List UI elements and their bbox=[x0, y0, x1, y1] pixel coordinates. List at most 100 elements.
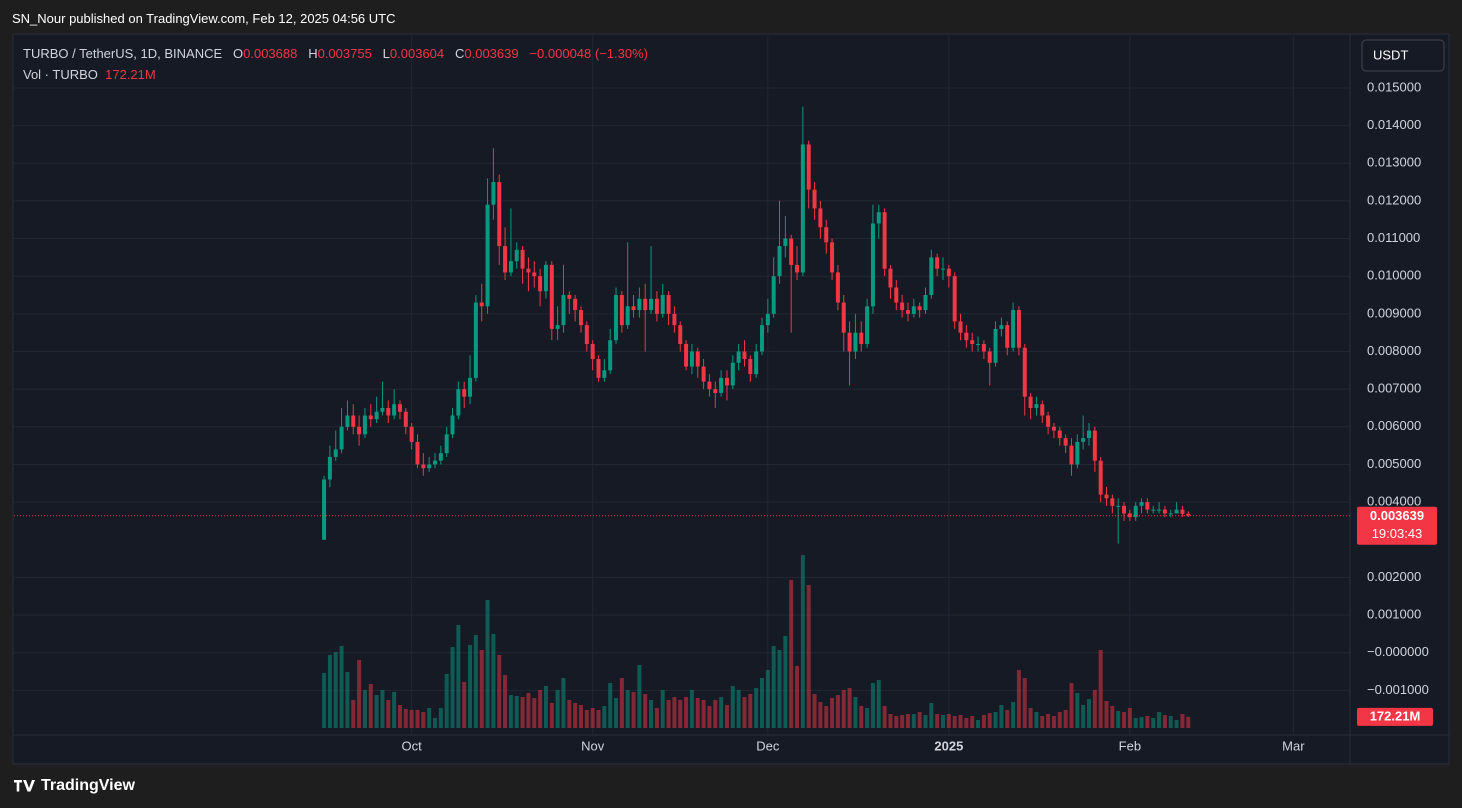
publisher: SN_Nour published on TradingView.com, Fe… bbox=[12, 11, 396, 26]
candle-body bbox=[1104, 494, 1109, 499]
candle-body bbox=[678, 325, 683, 344]
candle-body bbox=[1086, 430, 1091, 439]
candle-body bbox=[479, 302, 484, 307]
candle-body bbox=[789, 238, 794, 265]
volume-bar bbox=[491, 633, 496, 728]
volume-bar bbox=[322, 672, 327, 728]
volume-bar bbox=[590, 708, 595, 728]
volume-bar bbox=[427, 708, 432, 728]
volume-bar bbox=[672, 697, 677, 728]
last-price: 0.003639 bbox=[1370, 508, 1424, 523]
volume-bar bbox=[719, 697, 724, 728]
candle-body bbox=[456, 389, 461, 416]
volume-bar bbox=[386, 699, 391, 728]
candle-body bbox=[713, 389, 718, 393]
candle-body bbox=[473, 302, 478, 378]
currency-button[interactable] bbox=[1361, 39, 1445, 72]
volume-bar bbox=[923, 715, 928, 728]
y-tick-label: 0.011000 bbox=[1367, 230, 1420, 245]
volume-bar bbox=[870, 683, 875, 728]
candle-body bbox=[1069, 445, 1074, 465]
volume-bar bbox=[1157, 711, 1162, 728]
volume-bar bbox=[1162, 715, 1167, 728]
candle-body bbox=[584, 325, 589, 344]
volume-bar bbox=[905, 713, 910, 728]
x-tick-label: Oct bbox=[402, 738, 423, 753]
candle-body bbox=[719, 377, 724, 393]
volume-bar bbox=[1040, 715, 1045, 728]
candle-body bbox=[894, 287, 899, 303]
y-tick-label: 0.012000 bbox=[1367, 192, 1421, 207]
volume-bar bbox=[561, 677, 566, 728]
candle-body bbox=[567, 295, 572, 299]
candle-body bbox=[1122, 505, 1127, 514]
volume-value: 172.21M bbox=[105, 67, 156, 82]
volume-bar bbox=[1145, 715, 1150, 728]
candle-body bbox=[339, 426, 344, 450]
candle-body bbox=[625, 306, 630, 326]
volume-bar bbox=[584, 710, 589, 728]
candle-body bbox=[333, 449, 338, 457]
candle-body bbox=[1011, 310, 1016, 348]
volume-bar bbox=[911, 713, 916, 728]
currency[interactable]: USDT bbox=[1373, 47, 1408, 62]
candle-body bbox=[1081, 438, 1086, 442]
candle-body bbox=[649, 298, 654, 311]
candle-body bbox=[345, 415, 350, 427]
candle-body bbox=[730, 362, 735, 386]
volume-bar bbox=[759, 677, 764, 728]
candle-body bbox=[1092, 430, 1097, 461]
candle-body bbox=[1168, 513, 1173, 515]
candle-body bbox=[847, 332, 852, 352]
candle-body bbox=[1057, 430, 1062, 439]
volume-bar bbox=[888, 713, 893, 728]
candle-body bbox=[631, 306, 636, 311]
candle-body bbox=[876, 212, 881, 224]
volume-bar bbox=[649, 699, 654, 728]
candle-body bbox=[806, 144, 811, 190]
volume-bar bbox=[468, 645, 473, 728]
volume-bar bbox=[701, 699, 706, 728]
candle-body bbox=[415, 441, 420, 465]
volume-bar bbox=[876, 679, 881, 728]
volume-bar bbox=[433, 717, 438, 728]
volume-tag bbox=[1357, 707, 1433, 726]
volume-bar bbox=[380, 690, 385, 728]
candle-body bbox=[327, 456, 332, 480]
candle-body bbox=[549, 264, 554, 329]
candle-body bbox=[993, 328, 998, 363]
volume-bar bbox=[450, 647, 455, 728]
logo-icon bbox=[13, 780, 35, 792]
volume-bar bbox=[835, 695, 840, 728]
candle-body bbox=[462, 389, 467, 397]
volume-bar bbox=[1116, 710, 1121, 728]
candle-body bbox=[578, 310, 583, 326]
candle-body bbox=[795, 264, 800, 273]
candle-body bbox=[888, 268, 893, 288]
x-tick-label: Dec bbox=[756, 738, 780, 753]
volume-bar bbox=[1174, 720, 1179, 728]
candle-body bbox=[374, 411, 379, 420]
volume-bar bbox=[742, 697, 747, 728]
volume-bar bbox=[1069, 683, 1074, 728]
y-tick-label: 0.009000 bbox=[1367, 305, 1421, 320]
countdown: 19:03:43 bbox=[1372, 526, 1423, 541]
candle-body bbox=[362, 415, 367, 435]
volume-bar bbox=[415, 710, 420, 728]
volume-bar bbox=[485, 599, 490, 728]
volume-bar bbox=[1086, 699, 1091, 728]
volume-bar bbox=[503, 674, 508, 728]
volume-bar bbox=[532, 697, 537, 728]
candle-body bbox=[754, 351, 759, 375]
volume-bar bbox=[619, 677, 624, 728]
candle-body bbox=[1005, 325, 1010, 348]
volume-bar bbox=[438, 708, 443, 728]
volume-bar bbox=[614, 697, 619, 728]
candle-body bbox=[689, 351, 694, 367]
volume-bar bbox=[573, 702, 578, 728]
candle-body bbox=[468, 377, 473, 397]
y-tick-label: 0.006000 bbox=[1367, 418, 1421, 433]
volume-bar bbox=[853, 697, 858, 728]
